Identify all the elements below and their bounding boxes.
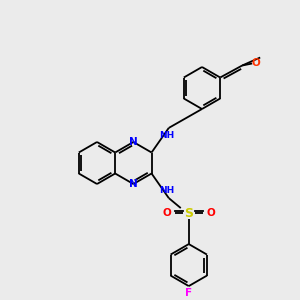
Text: F: F xyxy=(185,288,192,298)
Text: N: N xyxy=(129,137,138,147)
Text: O: O xyxy=(206,208,215,218)
Text: O: O xyxy=(252,58,261,68)
Text: O: O xyxy=(162,208,171,218)
Text: NH: NH xyxy=(159,186,174,195)
Text: S: S xyxy=(184,207,193,220)
Text: NH: NH xyxy=(159,131,174,140)
Text: N: N xyxy=(129,179,138,189)
